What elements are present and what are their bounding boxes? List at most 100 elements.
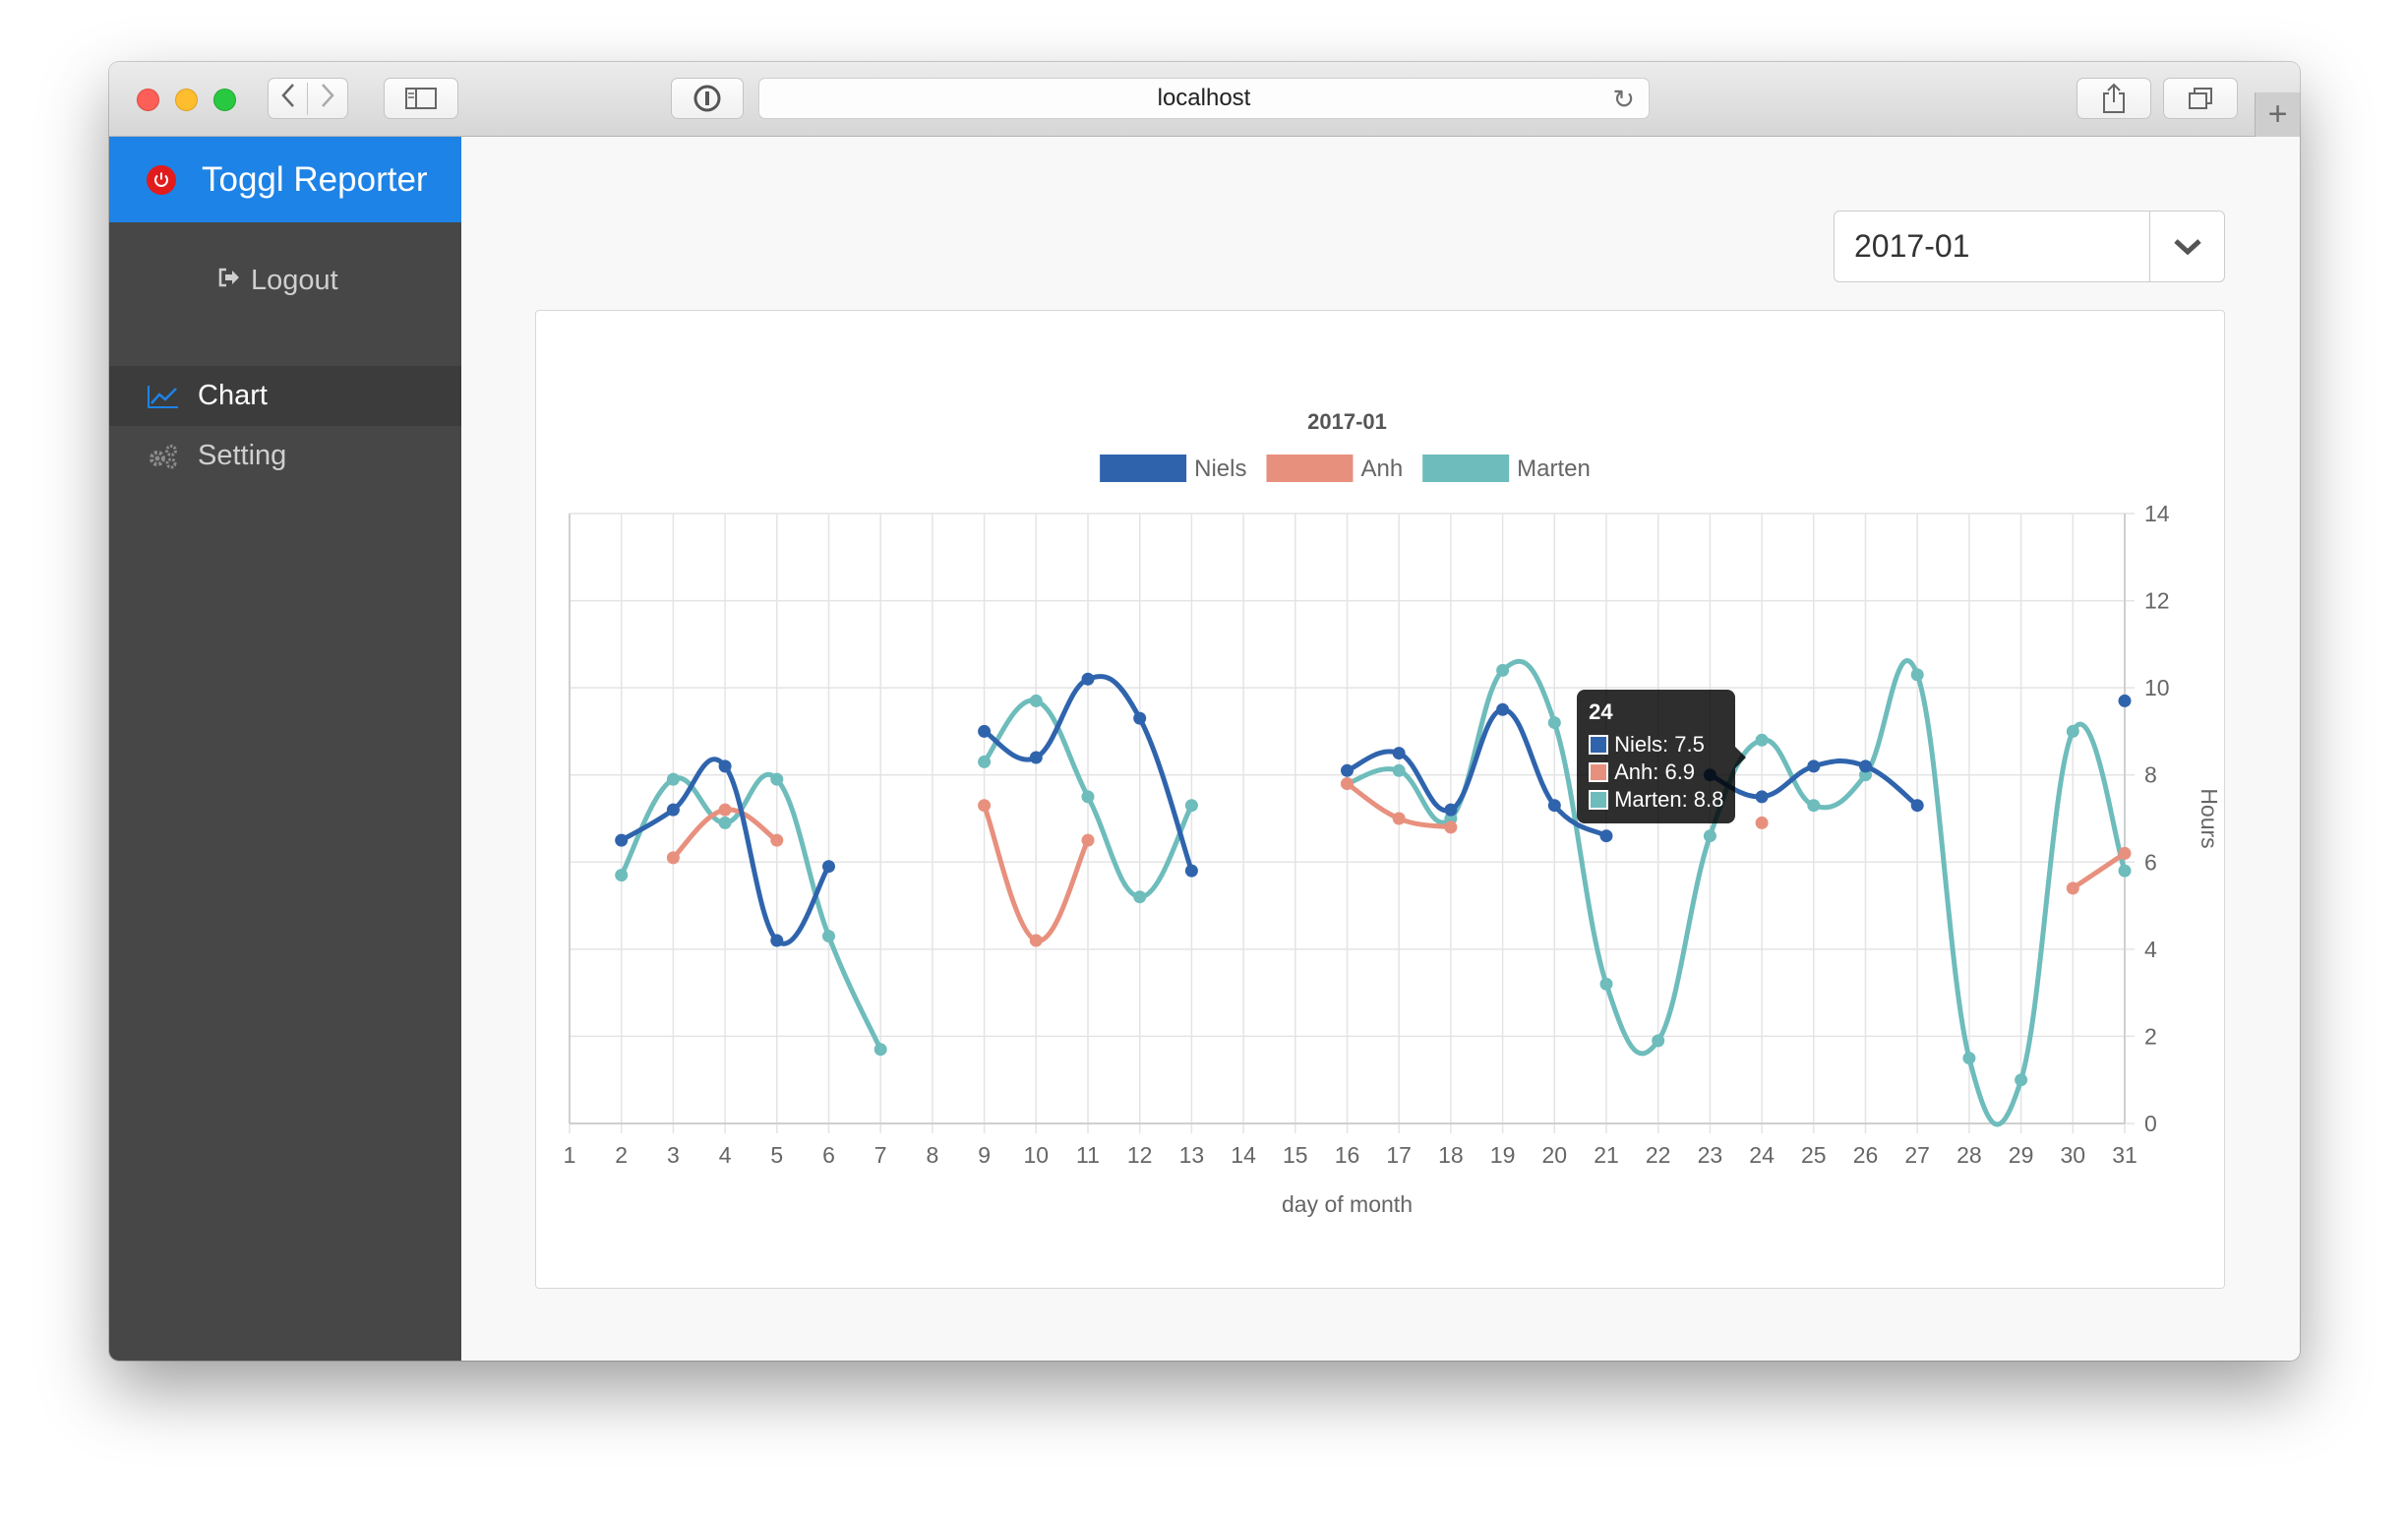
tooltip-title: 24 [1589, 699, 1613, 725]
logout-link[interactable]: Logout [217, 265, 338, 297]
brand-title: Toggl Reporter [202, 159, 428, 199]
close-window-button[interactable] [137, 89, 159, 111]
brand-header[interactable]: Toggl Reporter [109, 137, 461, 222]
data-point-marten [1703, 829, 1716, 843]
data-point-niels [1599, 829, 1613, 843]
data-point-niels [1755, 790, 1769, 804]
x-tick-label: 4 [719, 1142, 732, 1168]
x-tick-label: 1 [564, 1142, 576, 1168]
data-point-niels [978, 724, 992, 738]
y-tick-label: 12 [2144, 588, 2170, 614]
data-point-niels [1184, 864, 1198, 878]
data-point-niels [1029, 751, 1043, 764]
x-tick-label: 3 [667, 1142, 680, 1168]
x-tick-label: 13 [1179, 1142, 1205, 1168]
tooltip-caret [1735, 747, 1747, 769]
month-select-value: 2017-01 [1854, 228, 1970, 264]
chevron-down-icon[interactable] [2149, 212, 2224, 281]
data-point-anh [718, 803, 732, 817]
main-content: 2017-01 1 2 3 4 5 6 7 8 9 10 11 12 13 14 15 16 17 18 19 20 2… [461, 137, 2300, 1361]
data-point-anh [1029, 934, 1043, 947]
data-point-marten [1029, 694, 1043, 707]
data-point-marten [873, 1043, 887, 1057]
data-point-niels [770, 934, 784, 947]
sidebar-toggle-button[interactable] [384, 78, 458, 119]
legend-swatch [1266, 455, 1354, 482]
forward-icon[interactable] [308, 83, 347, 115]
data-point-anh [1444, 820, 1458, 834]
logout-label: Logout [251, 265, 338, 296]
privacy-report-button[interactable] [671, 78, 744, 119]
sign-out-icon [217, 267, 241, 295]
data-point-anh [2066, 881, 2079, 895]
line-chart-icon [147, 384, 198, 409]
x-tick-label: 2 [615, 1142, 628, 1168]
month-select[interactable]: 2017-01 [1834, 211, 2225, 282]
data-point-anh [2118, 846, 2132, 860]
data-point-anh [770, 833, 784, 847]
data-point-niels [822, 860, 835, 874]
data-point-marten [2118, 864, 2132, 878]
x-tick-label: 15 [1283, 1142, 1308, 1168]
data-point-marten [1755, 733, 1769, 747]
x-tick-label: 30 [2061, 1142, 2086, 1168]
new-tab-button[interactable]: + [2255, 92, 2300, 137]
x-tick-label: 28 [1956, 1142, 1982, 1168]
series-line-anh [2071, 851, 2127, 890]
x-tick-label: 7 [874, 1142, 887, 1168]
x-tick-label: 22 [1646, 1142, 1671, 1168]
minimize-window-button[interactable] [175, 89, 198, 111]
sidebar-item-setting[interactable]: Setting [109, 426, 461, 486]
x-tick-label: 18 [1438, 1142, 1464, 1168]
x-tick-label: 19 [1490, 1142, 1516, 1168]
zoom-window-button[interactable] [213, 89, 236, 111]
share-button[interactable] [2077, 78, 2151, 119]
x-tick-label: 11 [1076, 1142, 1100, 1168]
y-tick-label: 8 [2144, 762, 2157, 788]
chart-title: 2017-01 [1307, 409, 1387, 434]
reload-icon[interactable]: ↻ [1612, 85, 1635, 114]
y-tick-label: 2 [2144, 1023, 2157, 1049]
y-tick-label: 14 [2144, 501, 2170, 526]
x-tick-label: 26 [1853, 1142, 1879, 1168]
tooltip-row-text: Niels: 7.5 [1614, 732, 1705, 758]
data-point-marten [1962, 1052, 1976, 1065]
data-point-marten [1910, 668, 1924, 682]
x-tick-label: 16 [1335, 1142, 1360, 1168]
data-point-marten [1392, 763, 1406, 777]
sidebar-item-label: Chart [198, 380, 268, 411]
tooltip-row-text: Anh: 6.9 [1614, 759, 1696, 785]
data-point-marten [615, 869, 629, 882]
x-tick-label: 29 [2009, 1142, 2034, 1168]
chart-tooltip: 24 Niels: 7.5 Anh: 6.9 Marten: 8.8 [1577, 690, 1747, 824]
x-tick-label: 25 [1801, 1142, 1827, 1168]
legend-label: Marten [1517, 455, 1591, 482]
x-tick-label: 20 [1542, 1142, 1568, 1168]
url-text: localhost [1157, 85, 1251, 111]
data-point-anh [1081, 833, 1095, 847]
sidebar-item-chart[interactable]: Chart [109, 366, 461, 426]
data-point-niels [615, 833, 629, 847]
legend-label: Niels [1194, 455, 1246, 482]
data-point-niels [1859, 759, 1872, 773]
sidebar-icon [405, 88, 437, 109]
data-point-marten [1599, 977, 1613, 991]
address-bar[interactable]: localhost ↻ [758, 78, 1650, 119]
tabs-overview-button[interactable] [2163, 78, 2238, 119]
data-point-marten [770, 772, 784, 786]
data-point-niels [2118, 694, 2132, 707]
data-point-niels [1341, 763, 1354, 777]
swatch-anh [1589, 762, 1609, 783]
data-point-anh [1392, 812, 1406, 825]
back-icon[interactable] [269, 82, 308, 115]
legend-swatch [1422, 455, 1510, 482]
data-point-niels [1910, 799, 1924, 813]
legend-swatch [1100, 455, 1187, 482]
data-point-anh [1341, 777, 1354, 791]
data-point-marten [822, 930, 835, 943]
data-point-niels [1392, 747, 1406, 760]
browser-toolbar: localhost ↻ + [109, 62, 2300, 137]
data-point-marten [978, 755, 992, 768]
x-tick-label: 6 [822, 1142, 835, 1168]
history-nav-group [268, 78, 348, 119]
